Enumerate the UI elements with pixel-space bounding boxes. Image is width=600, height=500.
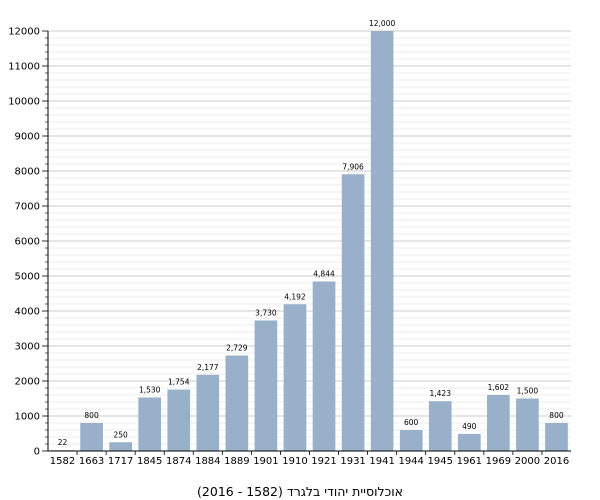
data-label: 800 — [549, 411, 564, 420]
y-tick-labels: 0 1000 2000 3000 4000 5000 6000 7000 8000 9000 100… — [8, 27, 40, 458]
y-tick-label: 3000 — [15, 342, 40, 353]
x-tick-labels: 1582 1663 1717 1845 1874 1884 1889 1901 1910 1921… — [50, 456, 569, 467]
data-label: 600 — [404, 418, 419, 427]
data-label: 1,530 — [139, 385, 161, 394]
x-tick-label: 1941 — [369, 456, 394, 467]
bar-1941 — [370, 31, 394, 451]
y-tick-label: 6000 — [15, 237, 40, 248]
bar-2000 — [516, 398, 539, 451]
x-tick-label: 1582 — [50, 456, 75, 467]
x-tick-label: 1874 — [166, 456, 191, 467]
bar-1845 — [138, 397, 162, 451]
data-label: 250 — [113, 430, 128, 439]
bar-1921 — [312, 281, 336, 451]
x-tick-label: 1717 — [108, 456, 133, 467]
data-label: 1,754 — [168, 378, 190, 387]
y-tick-label: 2000 — [15, 377, 40, 388]
bar-1910 — [283, 304, 307, 451]
bar-1945 — [428, 401, 452, 451]
y-tick-label: 12000 — [8, 27, 40, 38]
data-label: 2,177 — [197, 363, 219, 372]
bar-1961 — [457, 433, 481, 451]
y-tick-label: 11000 — [8, 62, 40, 73]
x-tick-label: 1921 — [311, 456, 336, 467]
x-tick-label: 1845 — [137, 456, 162, 467]
bar-1884 — [196, 374, 220, 451]
data-label: 22 — [58, 438, 68, 447]
grid-lines — [48, 30, 571, 445]
data-labels: 22 800 250 1,530 1,754 2,177 2,729 3,730 4,192 4,… — [58, 19, 564, 447]
data-label: 4,844 — [313, 269, 335, 278]
bar-1931 — [341, 174, 365, 452]
x-tick-label: 1910 — [282, 456, 307, 467]
x-tick-label: 1944 — [398, 456, 423, 467]
y-tick-label: 5000 — [15, 272, 40, 283]
y-tick-label: 4000 — [15, 307, 40, 318]
y-tick-label: 0 — [34, 447, 40, 458]
y-tick-label: 1000 — [15, 412, 40, 423]
y-tick-label: 10000 — [8, 97, 40, 108]
data-label: 3,730 — [255, 308, 277, 317]
y-tick-label: 7000 — [15, 202, 40, 213]
data-label: 1,602 — [488, 383, 510, 392]
bar-1901 — [254, 320, 278, 451]
x-tick-label: 1901 — [253, 456, 278, 467]
x-tick-label: 1663 — [79, 456, 104, 467]
y-tick-label: 9000 — [15, 132, 40, 143]
data-label: 490 — [462, 422, 477, 431]
bar-1969 — [487, 394, 510, 451]
data-label: 12,000 — [369, 19, 395, 28]
bars — [51, 31, 568, 452]
data-label: 7,906 — [342, 162, 364, 171]
bar-1717 — [109, 442, 132, 451]
x-tick-label: 2000 — [515, 456, 540, 467]
y-tick-label: 8000 — [15, 167, 40, 178]
x-tick-label: 1969 — [486, 456, 511, 467]
x-axis-title: אוכלוסיית יהודי בלגרד (1582 - 2016) — [197, 484, 403, 499]
data-label: 800 — [84, 411, 99, 420]
x-tick-label: 2016 — [544, 456, 569, 467]
x-tick-label: 1961 — [457, 456, 482, 467]
x-tick-label: 1931 — [340, 456, 365, 467]
x-tick-label: 1945 — [428, 456, 453, 467]
x-tick-label: 1884 — [195, 456, 220, 467]
bar-1663 — [80, 423, 103, 451]
x-tick-label: 1889 — [224, 456, 249, 467]
bar-2016 — [545, 423, 568, 451]
axes — [42, 30, 571, 455]
bar-1889 — [225, 355, 249, 451]
bar-1874 — [167, 389, 191, 451]
data-label: 2,729 — [226, 343, 248, 352]
data-label: 1,423 — [430, 389, 452, 398]
data-label: 4,192 — [284, 292, 306, 301]
bar-1944 — [399, 430, 423, 451]
data-label: 1,500 — [517, 387, 539, 396]
